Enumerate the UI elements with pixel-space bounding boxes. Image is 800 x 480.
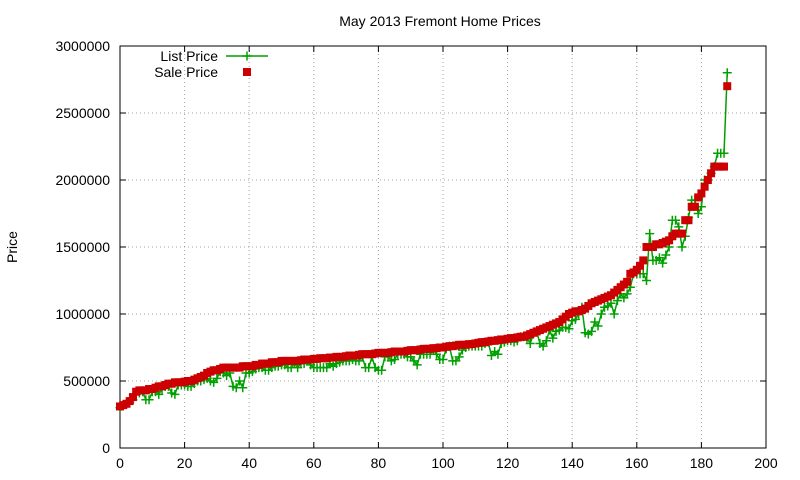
list-price-point [235, 376, 245, 386]
list-price-point [564, 324, 574, 334]
x-tick-label: 0 [116, 455, 124, 471]
legend: List Price Sale Price [154, 48, 268, 80]
x-tick-label: 40 [241, 455, 257, 471]
series-sale-price [116, 82, 732, 411]
y-tick-label: 3000000 [55, 38, 110, 54]
list-price-point [658, 258, 668, 268]
x-tick-label: 160 [625, 455, 649, 471]
sale-price-point [665, 236, 674, 245]
sale-price-point [125, 397, 134, 406]
y-tick-label: 0 [102, 440, 110, 456]
sale-price-point [703, 176, 712, 184]
sale-price-point [700, 182, 709, 191]
list-price-point [587, 326, 597, 336]
y-tick-label: 2500000 [55, 105, 110, 121]
list-price-point [612, 296, 622, 306]
list-price-point [722, 68, 732, 78]
list-price-point [641, 276, 651, 285]
list-price-point [671, 215, 681, 225]
legend-marker-list-price [242, 51, 252, 61]
list-price-point [212, 373, 222, 383]
sale-price-point [707, 169, 716, 178]
grid-lines [120, 46, 766, 448]
x-tick-label: 100 [431, 455, 455, 471]
list-price-point [390, 355, 400, 365]
tick-labels: 0 20 40 60 80 100 120 140 160 180 200 0 500000 100000… [55, 38, 777, 471]
sale-price-point [636, 261, 645, 270]
sale-price-point [623, 277, 632, 286]
sale-price-point [723, 82, 732, 91]
plot-border [119, 45, 767, 449]
sale-price-point [632, 265, 641, 274]
list-price-point [541, 336, 551, 346]
list-price-point [538, 341, 548, 351]
list-price-point [377, 365, 387, 375]
list-price-point [412, 360, 422, 370]
list-price-point [645, 229, 655, 239]
list-price-point [622, 289, 632, 299]
list-price-point [170, 389, 180, 399]
series-list-price [115, 68, 732, 413]
legend-label-list-price: List Price [160, 48, 218, 64]
sale-price-point [697, 189, 706, 198]
sale-price-point [684, 216, 693, 225]
list-price-point [525, 338, 535, 348]
list-price-point [438, 355, 448, 365]
list-price-point [454, 352, 464, 362]
sale-price-point [678, 229, 687, 238]
list-price-point [238, 383, 248, 393]
list-price-point [661, 250, 671, 260]
legend-marker-sale-price [243, 68, 251, 76]
legend-label-sale-price: Sale Price [154, 64, 218, 80]
sale-price-point [720, 162, 729, 171]
x-tick-label: 180 [690, 455, 714, 471]
y-tick-label: 1500000 [55, 239, 110, 255]
y-tick-label: 500000 [63, 373, 110, 389]
axes [119, 45, 767, 449]
list-price-point [654, 253, 664, 263]
list-price-point [638, 269, 648, 279]
list-price-point [593, 321, 603, 331]
list-price-point [144, 395, 154, 405]
x-tick-label: 200 [754, 455, 778, 471]
list-price-point [493, 349, 503, 359]
x-tick-label: 140 [561, 455, 585, 471]
list-price-point [596, 309, 606, 319]
sale-price-point [128, 393, 137, 402]
y-axis-label: Price [4, 231, 20, 263]
x-tick-label: 80 [371, 455, 387, 471]
list-price-point [548, 333, 558, 343]
list-price-point [719, 148, 729, 158]
chart-title: May 2013 Fremont Home Prices [339, 13, 541, 29]
sale-price-point [639, 256, 648, 265]
y-tick-label: 2000000 [55, 172, 110, 188]
list-price-point [609, 309, 619, 319]
list-price-point [677, 242, 687, 252]
x-tick-label: 60 [306, 455, 322, 471]
sale-price-point [694, 193, 703, 202]
sale-price-point [690, 202, 699, 211]
x-tick-label: 20 [177, 455, 193, 471]
x-tick-label: 120 [496, 455, 520, 471]
y-tick-label: 1000000 [55, 306, 110, 322]
